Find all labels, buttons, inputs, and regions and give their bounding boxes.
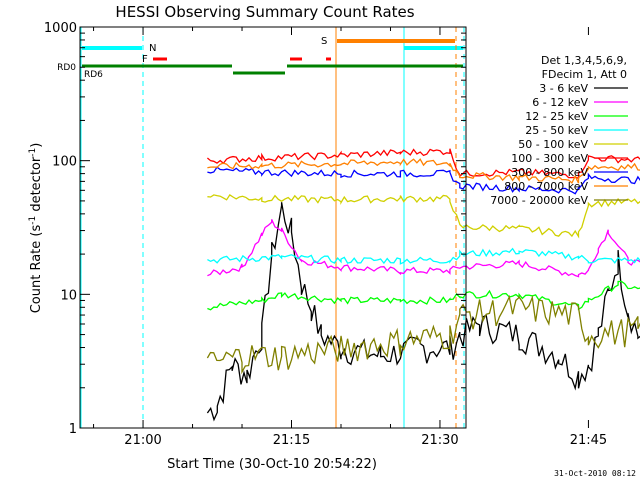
legend-label-4: 25 - 50 keV: [525, 124, 588, 137]
y-axis-label: Count Rate (s-1 detector-1): [28, 143, 44, 314]
series-layer: [206, 148, 640, 422]
x-axis-label: Start Time (30-Oct-10 20:54:22): [167, 457, 377, 472]
axis-frame: [79, 26, 467, 429]
y-tick-label-1: 10: [60, 288, 77, 303]
series-line-4: [207, 247, 640, 265]
y-tick-label-3: 1000: [44, 21, 77, 36]
flag-markers: NF S RD0 RD6: [57, 27, 465, 428]
state-label-rd6: RD6: [84, 70, 103, 80]
x-tick-label-1: 21:15: [273, 433, 310, 448]
legend-label-5: 50 - 100 keV: [518, 138, 588, 151]
x-tick-label-0: 21:00: [124, 433, 161, 448]
y-label-sup1: -1: [28, 216, 38, 225]
legend-label-6: 100 - 300 keV: [511, 152, 588, 165]
chart-title: HESSI Observing Summary Count Rates: [115, 3, 414, 21]
legend-label-8: 800 - 7000 keV: [504, 180, 588, 193]
legend-header-0: Det 1,3,4,5,6,9,: [541, 54, 627, 67]
flag-label-n: N: [149, 43, 156, 54]
series-line-6: [206, 148, 640, 180]
series-line-8: [207, 158, 640, 184]
series-line-5: [207, 193, 640, 239]
legend-label-9: 7000 - 20000 keV: [490, 194, 588, 207]
series-line-2: [207, 219, 640, 278]
flag-label-s: S: [321, 36, 327, 47]
legend: Det 1,3,4,5,6,9,FDecim 1, Att 03 - 6 keV…: [490, 54, 628, 207]
legend-label-1: 3 - 6 keV: [539, 82, 588, 95]
axes: 21:0021:1521:3021:4522:0022:1522:3011010…: [44, 21, 607, 448]
legend-label-2: 6 - 12 keV: [532, 96, 588, 109]
y-tick-label-0: 1: [69, 422, 77, 437]
y-label-sup2: -1: [28, 148, 38, 157]
x-tick-label-2: 21:30: [421, 433, 458, 448]
legend-label-3: 12 - 25 keV: [525, 110, 588, 123]
legend-header-1: FDecim 1, Att 0: [542, 68, 627, 81]
flag-label-f: F: [142, 54, 148, 65]
legend-label-7: 300 - 800 keV: [511, 166, 588, 179]
series-line-1: [206, 202, 640, 422]
series-line-3: [207, 280, 640, 311]
y-tick-label-2: 100: [52, 155, 77, 170]
state-label-rd0: RD0: [57, 63, 76, 73]
series-line-7: [207, 166, 640, 195]
timestamp: 31-Oct-2010 08:12: [554, 469, 636, 478]
x-tick-label-3: 21:45: [570, 433, 607, 448]
series-line-9: [206, 294, 640, 375]
